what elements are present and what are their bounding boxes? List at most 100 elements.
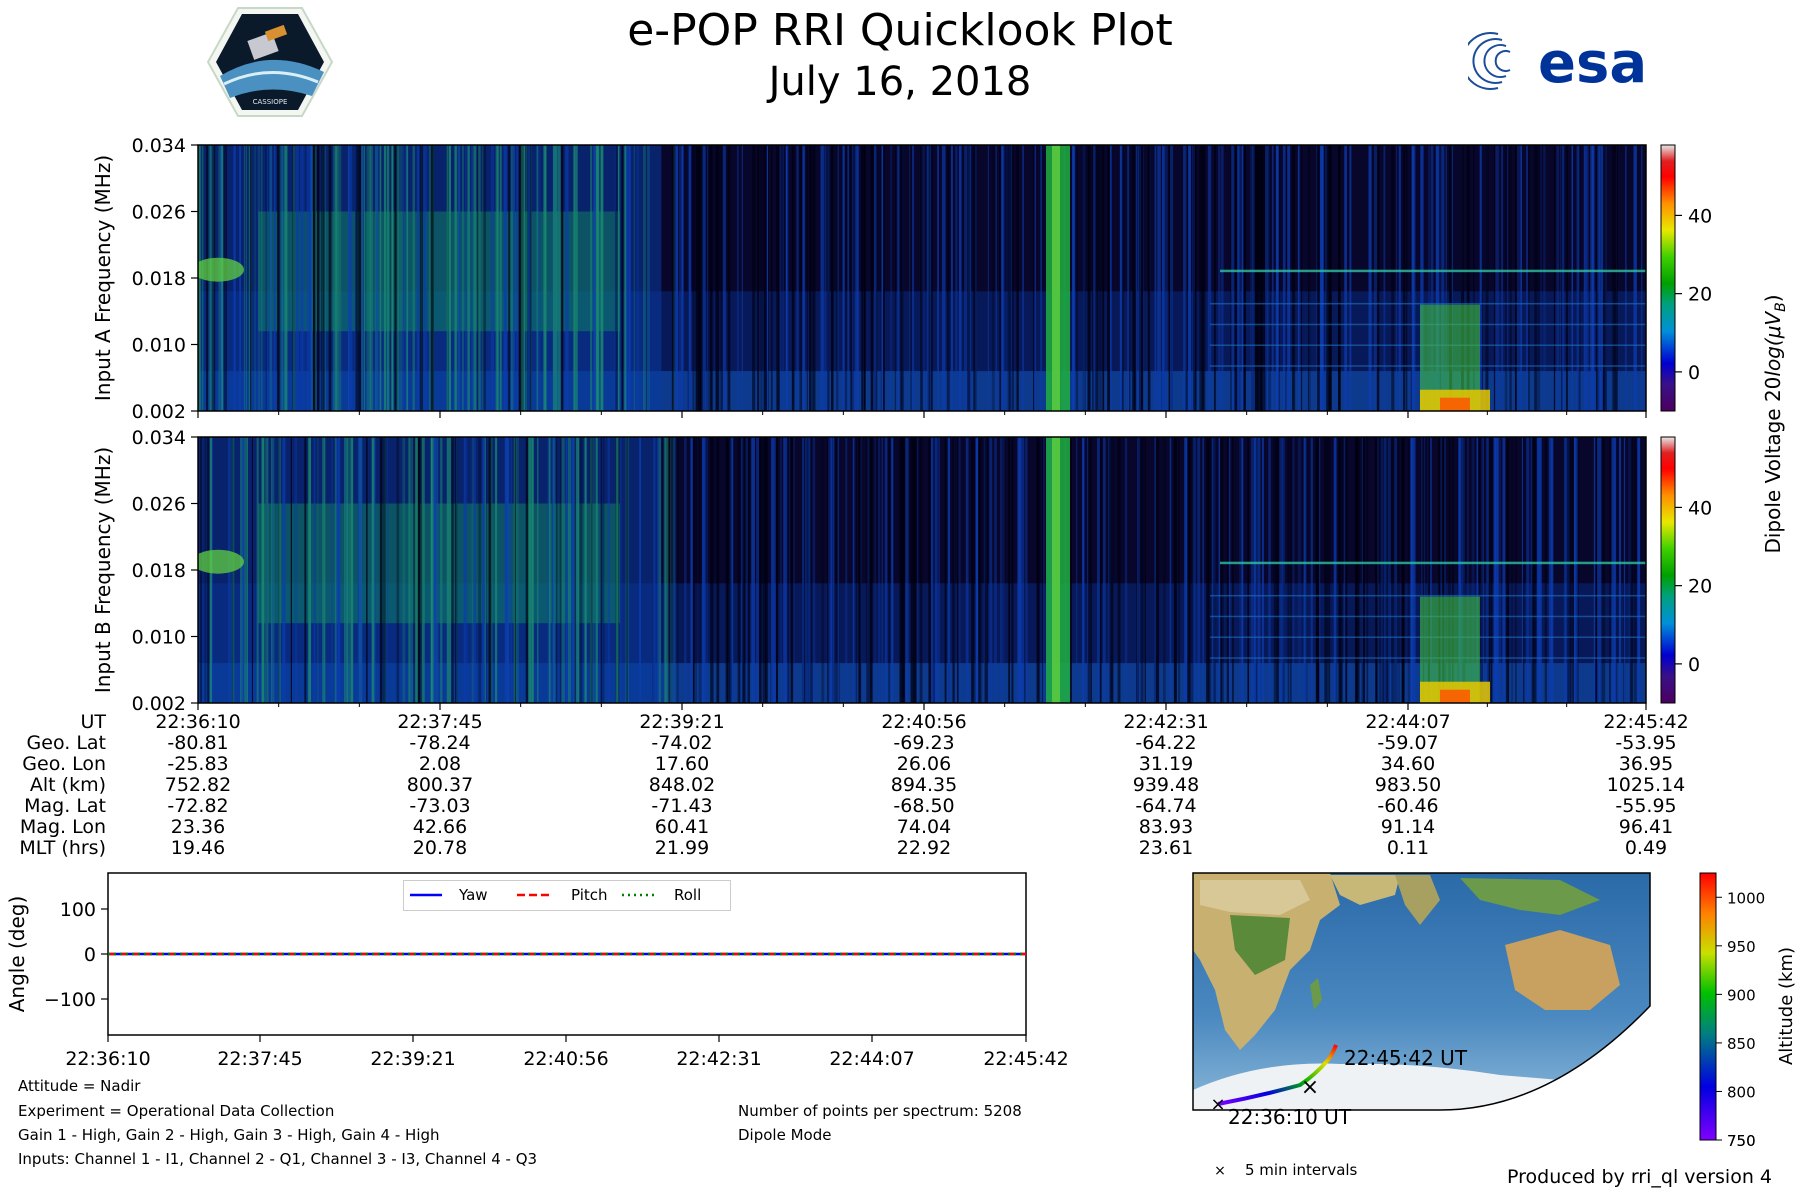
orbit-5min-marker: × — [1301, 1075, 1319, 1100]
altitude-tick-label: 800 — [1727, 1083, 1756, 1101]
orbit-map: × × 22:36:10 UT 22:45:42 UT × 5 min inte… — [1192, 872, 1651, 1179]
ephemeris-cell: 42.66 — [412, 816, 468, 838]
attitude-ytick-label: −100 — [44, 989, 96, 1011]
cassiope-logo: CASSIOPE — [206, 7, 334, 117]
ephemeris-cell: -69.23 — [893, 732, 955, 754]
altitude-tick-label: 950 — [1727, 938, 1756, 956]
ephemeris-cell: -78.24 — [409, 732, 471, 754]
ytick-label: 0.026 — [132, 494, 186, 516]
central-africa-forest — [1230, 915, 1290, 975]
esa-logo-text: esa — [1538, 31, 1647, 96]
ephemeris-cell: -80.81 — [167, 732, 229, 754]
spectrogram-a-ylabel: Input A Frequency (MHz) — [91, 155, 115, 401]
ephemeris-cell: 96.41 — [1618, 816, 1674, 838]
altitude-tick-label: 750 — [1727, 1132, 1756, 1150]
ephemeris-cell: 752.82 — [164, 774, 232, 796]
ephemeris-cell: -60.46 — [1377, 795, 1439, 817]
interval-note: 5 min intervals — [1245, 1161, 1358, 1179]
ephemeris-cell: 800.37 — [406, 774, 474, 796]
ephemeris-cell: -71.43 — [651, 795, 713, 817]
page-title: e-POP RRI Quicklook Plot — [627, 5, 1173, 56]
footer-experiment: Experiment = Operational Data Collection — [18, 1102, 335, 1120]
footer-attitude: Attitude = Nadir — [18, 1077, 141, 1095]
ephemeris-cell: 23.36 — [170, 816, 226, 838]
map-frame — [1192, 872, 1651, 1111]
southeast-asia-islands — [1460, 878, 1600, 915]
ephemeris-cell: 22:44:07 — [1365, 711, 1451, 733]
attitude-ylabel: Angle (deg) — [5, 896, 29, 1013]
altitude-tick-label: 850 — [1727, 1035, 1756, 1053]
ephemeris-cell: -68.50 — [893, 795, 955, 817]
ephemeris-cell: 22:37:45 — [397, 711, 483, 733]
ephemeris-cell: -73.03 — [409, 795, 471, 817]
ephemeris-cell: 17.60 — [654, 753, 710, 775]
ephemeris-cell: -64.74 — [1135, 795, 1197, 817]
ephemeris-cell: 23.61 — [1138, 837, 1194, 859]
ephemeris-cell: -55.95 — [1615, 795, 1677, 817]
altitude-tick-label: 1000 — [1727, 889, 1765, 907]
attitude-xtick-label: 22:39:21 — [370, 1048, 455, 1070]
attitude-ytick-label: 0 — [84, 944, 96, 966]
ytick-label: 0.034 — [132, 135, 186, 157]
ytick-label: 0.018 — [132, 560, 186, 582]
antarctica-landmass — [1193, 1063, 1600, 1110]
attitude-xtick-label: 22:36:10 — [65, 1048, 150, 1070]
ephemeris-cell: 36.95 — [1618, 753, 1674, 775]
orbit-start-marker: × — [1210, 1094, 1225, 1115]
ephemeris-row-label: Mag. Lon — [19, 816, 106, 838]
ephemeris-cell: 60.41 — [654, 816, 710, 838]
ephemeris-row-label: MLT (hrs) — [19, 837, 106, 859]
legend-roll-label: Roll — [674, 886, 702, 904]
colorbar-a — [1660, 144, 1676, 412]
attitude-xtick-label: 22:42:31 — [676, 1048, 761, 1070]
ephemeris-cell: 22:42:31 — [1123, 711, 1209, 733]
ephemeris-cell: 22:40:56 — [881, 711, 967, 733]
ephemeris-row-label: Alt (km) — [29, 774, 106, 796]
ephemeris-cell: -53.95 — [1615, 732, 1677, 754]
colorbar-tick-label: 20 — [1688, 576, 1712, 598]
attitude-xtick-label: 22:37:45 — [217, 1048, 302, 1070]
ephemeris-cell: 1025.14 — [1606, 774, 1686, 796]
ytick-label: 0.002 — [132, 693, 186, 715]
spectrogram-b-ylabel: Input B Frequency (MHz) — [91, 447, 115, 693]
spectrogram-a: 0.002 0.010 0.018 0.026 0.034 — [132, 135, 1647, 423]
ephemeris-cell: 91.14 — [1380, 816, 1436, 838]
ephemeris-cell: 22.92 — [896, 837, 952, 859]
ytick-label: 0.026 — [132, 202, 186, 224]
ephemeris-cell: 34.60 — [1380, 753, 1436, 775]
esa-logo: esa — [1468, 31, 1647, 96]
footer-inputs: Inputs: Channel 1 - I1, Channel 2 - Q1, … — [18, 1150, 538, 1168]
orbit-track — [1217, 1044, 1338, 1106]
ephemeris-cell: 31.19 — [1138, 753, 1194, 775]
footer-mode: Dipole Mode — [738, 1126, 832, 1144]
ephemeris-cell: 19.46 — [170, 837, 226, 859]
ephemeris-cell: 0.11 — [1386, 837, 1430, 859]
colorbar-tick-label: 0 — [1688, 362, 1700, 384]
altitude-tick-label: 900 — [1727, 986, 1756, 1004]
sahara-region — [1200, 880, 1310, 915]
ephemeris-row-label: Mag. Lat — [24, 795, 106, 817]
attitude-plot: −100 0 100 22:36:10 22:37:45 22:39:21 22:40:5… — [5, 872, 1069, 1070]
footer-points: Number of points per spectrum: 5208 — [738, 1102, 1022, 1120]
ytick-label: 0.010 — [132, 627, 186, 649]
ytick-label: 0.018 — [132, 268, 186, 290]
ephemeris-cell: 26.06 — [896, 753, 952, 775]
ephemeris-cell: 983.50 — [1374, 774, 1442, 796]
ephemeris-row-label: Geo. Lon — [22, 753, 106, 775]
orbit-start-label: 22:36:10 UT — [1228, 1105, 1352, 1129]
orbit-end-label: 22:45:42 UT — [1344, 1046, 1468, 1070]
australia-landmass — [1505, 930, 1620, 1010]
ephemeris-cell: 83.93 — [1138, 816, 1194, 838]
ephemeris-cell: 0.49 — [1624, 837, 1668, 859]
producer-credit: Produced by rri_ql version 4 — [1507, 1166, 1772, 1188]
attitude-ytick-label: 100 — [60, 899, 96, 921]
ephemeris-cell: -74.02 — [651, 732, 713, 754]
ephemeris-cell: -64.22 — [1135, 732, 1197, 754]
plot-date: July 16, 2018 — [768, 59, 1032, 105]
colorbar-b — [1660, 436, 1676, 704]
ytick-label: 0.010 — [132, 335, 186, 357]
altitude-tick-label: 750 — [1727, 1132, 1756, 1150]
ephemeris-cell: -59.07 — [1377, 732, 1439, 754]
ephemeris-row-label: Geo. Lat — [26, 732, 106, 754]
